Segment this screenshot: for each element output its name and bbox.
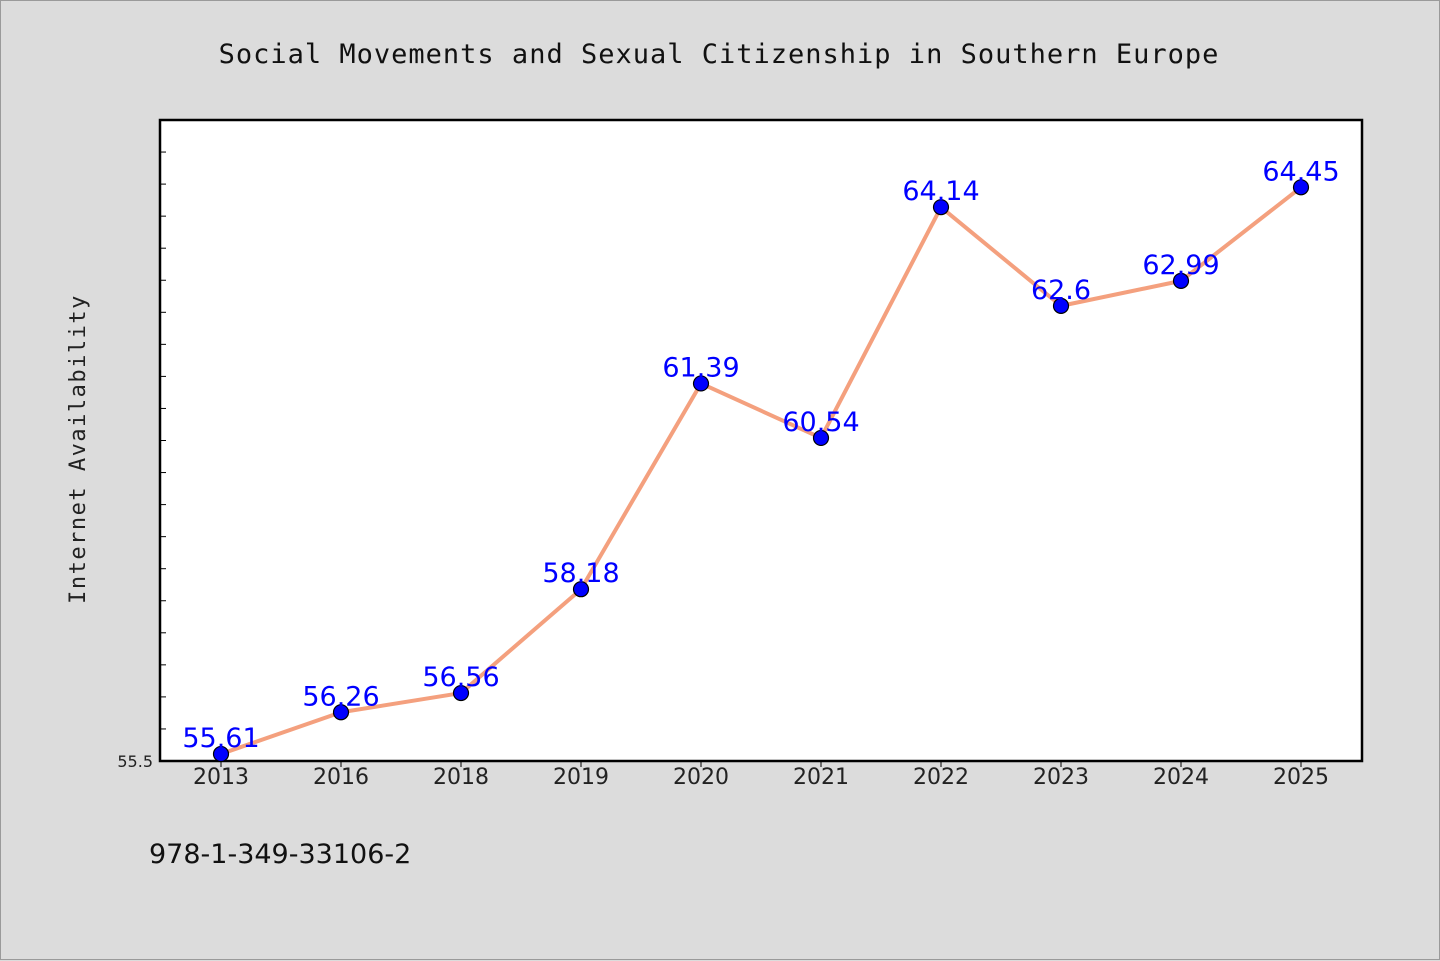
- x-tick-label: 2022: [913, 765, 969, 790]
- footer-isbn: 978-1-349-33106-2: [149, 839, 411, 870]
- data-label: 62.6: [1031, 275, 1091, 306]
- data-point: [212, 745, 230, 763]
- series-line-group: [220, 185, 1303, 756]
- data-label: 64.14: [902, 176, 979, 207]
- data-label: 56.26: [302, 681, 379, 712]
- x-axis-ticks: [220, 761, 1302, 767]
- series-markers: [212, 179, 1310, 763]
- data-label: 60.54: [782, 407, 859, 438]
- data-point: [1172, 272, 1190, 289]
- data-point: [692, 375, 710, 392]
- data-label: 64.45: [1262, 156, 1339, 187]
- y-axis-label: Internet Availability: [66, 294, 91, 604]
- data-point: [572, 581, 590, 598]
- x-axis-tick-labels: 2013 2016 2018 2019 2020 2021 2022 2023 2024 2025: [193, 765, 1329, 790]
- x-tick-label: 2020: [673, 765, 729, 790]
- x-tick-label: 2019: [553, 765, 609, 790]
- x-tick-label: 2024: [1153, 765, 1209, 790]
- data-point: [812, 429, 830, 447]
- data-label: 61.39: [662, 352, 739, 383]
- data-point: [932, 199, 950, 216]
- chart-title: Social Movements and Sexual Citizenship …: [219, 39, 1220, 70]
- data-labels: 55.61 56.26 56.56 58.18 61.39 60.54 64.14 62.6 6…: [182, 156, 1339, 754]
- y-axis-ticks: [160, 119, 166, 762]
- x-tick-label: 2023: [1033, 765, 1089, 790]
- data-point: [332, 704, 350, 721]
- plot-area: [158, 118, 1364, 763]
- data-label: 58.18: [542, 558, 619, 589]
- data-label: 55.61: [182, 723, 259, 754]
- x-tick-label: 2016: [313, 765, 369, 790]
- data-point: [452, 684, 470, 702]
- data-label: 56.56: [422, 662, 499, 693]
- y-tick-label: 55.5: [117, 752, 153, 771]
- series-line: [220, 185, 1303, 756]
- x-tick-label: 2021: [793, 765, 849, 790]
- data-point: [1052, 297, 1070, 314]
- x-tick-label: 2013: [193, 765, 249, 790]
- x-tick-label: 2025: [1273, 765, 1329, 790]
- data-point: [1292, 179, 1310, 196]
- data-label: 62.99: [1142, 250, 1219, 281]
- x-tick-label: 2018: [433, 765, 489, 790]
